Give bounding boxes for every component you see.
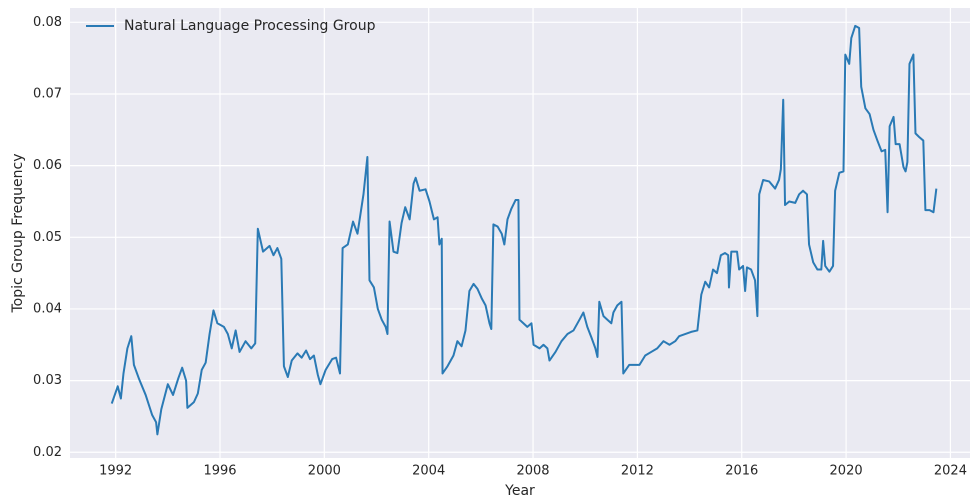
y-tick-label: 0.06 bbox=[33, 158, 62, 173]
x-tick-label: 2012 bbox=[621, 464, 654, 479]
legend-label: Natural Language Processing Group bbox=[124, 18, 376, 34]
y-tick-label: 0.02 bbox=[33, 445, 62, 460]
y-tick-label: 0.07 bbox=[33, 86, 62, 101]
x-tick-label: 2000 bbox=[308, 464, 341, 479]
x-tick-label: 2004 bbox=[412, 464, 445, 479]
series-line bbox=[110, 24, 938, 436]
y-tick-label: 0.08 bbox=[33, 15, 62, 30]
y-axis-label: Topic Group Frequency bbox=[10, 153, 26, 313]
y-tick-label: 0.04 bbox=[33, 301, 62, 316]
x-axis-label: Year bbox=[504, 483, 535, 499]
x-tick-label: 2024 bbox=[934, 464, 967, 479]
x-tick-label: 2008 bbox=[516, 464, 549, 479]
plot-area bbox=[70, 8, 970, 458]
x-tick-label: 1996 bbox=[203, 464, 236, 479]
x-tick-label: 2016 bbox=[725, 464, 758, 479]
y-tick-label: 0.03 bbox=[33, 373, 62, 388]
y-tick-label: 0.05 bbox=[33, 230, 62, 245]
x-tick-label: 1992 bbox=[99, 464, 132, 479]
x-tick-label: 2020 bbox=[830, 464, 863, 479]
